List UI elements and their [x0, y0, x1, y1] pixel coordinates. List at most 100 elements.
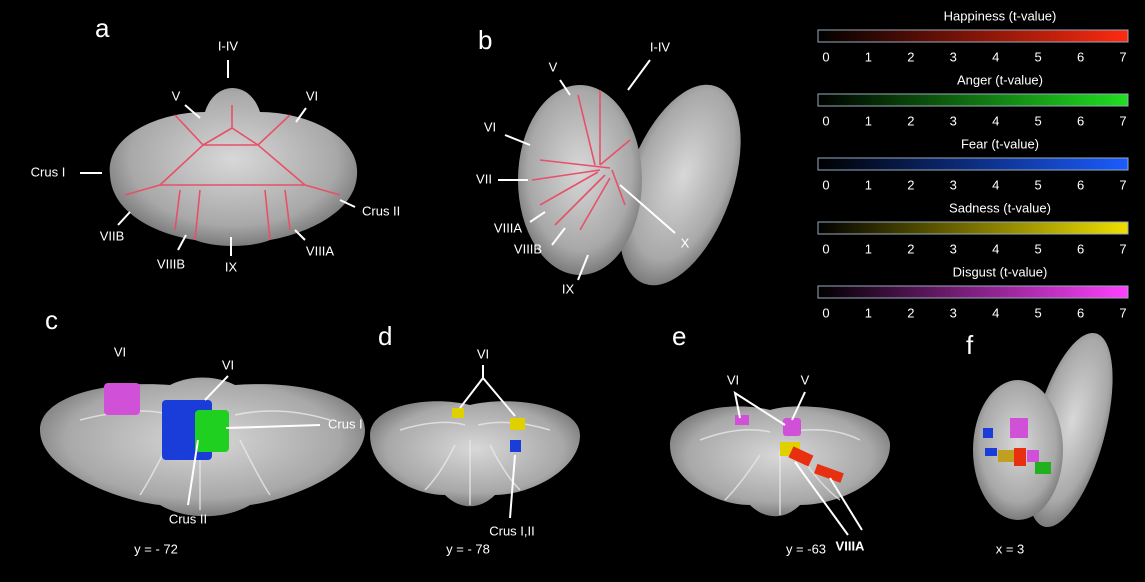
region-label: VI — [484, 119, 496, 134]
colorbar-tick-label: 4 — [992, 113, 999, 128]
colorbar-title: Anger (t-value) — [957, 72, 1043, 87]
colorbar — [818, 286, 1128, 298]
colorbar-tick-label: 0 — [822, 305, 829, 320]
colorbar-tick-label: 6 — [1077, 113, 1084, 128]
activation — [1035, 462, 1051, 474]
colorbar-title: Disgust (t-value) — [953, 264, 1048, 279]
activation — [985, 448, 997, 456]
colorbar-tick-label: 3 — [950, 241, 957, 256]
region-label: VIIIB — [157, 256, 185, 271]
colorbar-tick-label: 1 — [865, 177, 872, 192]
region-label: V — [801, 372, 810, 387]
colorbar-tick-label: 0 — [822, 113, 829, 128]
panel-letter: f — [966, 330, 974, 360]
activation — [510, 440, 521, 452]
region-label: VIIB — [100, 228, 125, 243]
colorbar — [818, 222, 1128, 234]
activation — [104, 383, 140, 415]
colorbar-tick-label: 5 — [1035, 49, 1042, 64]
colorbar-tick-label: 2 — [907, 241, 914, 256]
activation — [510, 418, 525, 430]
region-label: VIIIB — [514, 241, 542, 256]
figure: a I-IV V VI Crus I Crus II VIIB VIIIB IX… — [0, 0, 1145, 582]
region-label: VIIIA — [494, 220, 523, 235]
activation — [452, 408, 464, 418]
colorbar-title: Sadness (t-value) — [949, 200, 1051, 215]
colorbar-title: Happiness (t-value) — [944, 8, 1057, 23]
panel-letter: c — [45, 305, 58, 335]
region-label: VIIIA — [306, 243, 335, 258]
activation — [1010, 418, 1028, 438]
coordinate: y = - 78 — [446, 541, 490, 556]
region-label: Crus I — [328, 416, 363, 431]
colorbar-tick-label: 5 — [1035, 241, 1042, 256]
colorbar-tick-label: 5 — [1035, 113, 1042, 128]
coordinate: y = -63 — [786, 541, 826, 556]
region-label: VI — [114, 344, 126, 359]
colorbar-tick-label: 7 — [1119, 113, 1126, 128]
colorbar-tick-label: 7 — [1119, 241, 1126, 256]
region-label: Crus II — [169, 511, 207, 526]
colorbar-title: Fear (t-value) — [961, 136, 1039, 151]
colorbar-tick-label: 2 — [907, 177, 914, 192]
colorbar-tick-label: 3 — [950, 49, 957, 64]
region-label: V — [172, 88, 181, 103]
activation — [783, 418, 801, 436]
region-label: IX — [562, 281, 575, 296]
region-label: VI — [222, 357, 234, 372]
colorbar-tick-label: 4 — [992, 305, 999, 320]
region-label: I-IV — [218, 38, 239, 53]
region-label: IX — [225, 259, 238, 274]
region-label: Crus I,II — [489, 523, 535, 538]
region-label: VI — [477, 346, 489, 361]
panel-letter: d — [378, 321, 392, 351]
colorbar-tick-label: 1 — [865, 305, 872, 320]
region-label: V — [549, 59, 558, 74]
activation — [983, 428, 993, 438]
activation — [1027, 450, 1039, 462]
colorbar-tick-label: 3 — [950, 113, 957, 128]
region-label: VI — [727, 372, 739, 387]
region-label: VIIIA — [836, 538, 866, 553]
colorbar-tick-label: 2 — [907, 49, 914, 64]
colorbar — [818, 94, 1128, 106]
colorbar-tick-label: 3 — [950, 177, 957, 192]
colorbar — [818, 30, 1128, 42]
panel-letter: a — [95, 13, 110, 43]
colorbar-tick-label: 6 — [1077, 241, 1084, 256]
region-label: I-IV — [650, 39, 671, 54]
colorbar-tick-label: 4 — [992, 241, 999, 256]
colorbar-tick-label: 1 — [865, 113, 872, 128]
colorbar-tick-label: 0 — [822, 177, 829, 192]
colorbar-tick-label: 6 — [1077, 305, 1084, 320]
colorbar-tick-label: 0 — [822, 49, 829, 64]
region-label: Crus II — [362, 203, 400, 218]
colorbar-tick-label: 2 — [907, 305, 914, 320]
colorbar-tick-label: 2 — [907, 113, 914, 128]
colorbar-tick-label: 7 — [1119, 177, 1126, 192]
colorbar — [818, 158, 1128, 170]
colorbar-tick-label: 5 — [1035, 177, 1042, 192]
colorbar-tick-label: 3 — [950, 305, 957, 320]
activation — [1014, 448, 1026, 466]
region-label: VI — [306, 88, 318, 103]
colorbar-tick-label: 4 — [992, 177, 999, 192]
region-label: VII — [476, 171, 492, 186]
colorbar-tick-label: 1 — [865, 241, 872, 256]
colorbar-tick-label: 0 — [822, 241, 829, 256]
region-label: Crus I — [31, 164, 66, 179]
panel-letter: b — [478, 25, 492, 55]
activation — [998, 450, 1014, 462]
colorbar-tick-label: 6 — [1077, 177, 1084, 192]
coordinate: x = 3 — [996, 541, 1025, 556]
colorbar-tick-label: 1 — [865, 49, 872, 64]
colorbar-tick-label: 5 — [1035, 305, 1042, 320]
colorbar-tick-label: 4 — [992, 49, 999, 64]
colorbar-tick-label: 6 — [1077, 49, 1084, 64]
colorbar-tick-label: 7 — [1119, 305, 1126, 320]
coordinate: y = - 72 — [134, 541, 178, 556]
colorbar-tick-label: 7 — [1119, 49, 1126, 64]
activation — [195, 410, 229, 452]
activation — [735, 415, 749, 425]
panel-letter: e — [672, 321, 686, 351]
